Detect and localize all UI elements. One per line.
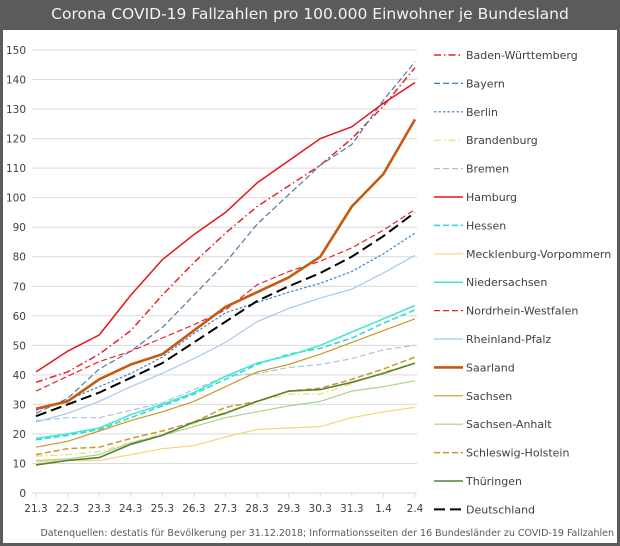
x-tick-label: 29.3 [277, 503, 300, 515]
y-tick-label: 20 [13, 429, 26, 441]
legend-label-schleswig-holstein: Schleswig-Holstein [466, 447, 569, 460]
y-axis: 0 10 20 30 40 50 60 70 80 90 100 110 120 130 140 150 [6, 45, 26, 500]
x-tick-label: 24.3 [119, 503, 142, 515]
x-tick-label: 23.3 [87, 503, 110, 515]
source-note: Datenquellen: destatis für Bevölkerung p… [40, 528, 614, 539]
legend-label-thueringen: Thüringen [465, 475, 522, 488]
series-line-brandenburg [35, 362, 416, 457]
series-line-saarland [35, 118, 417, 411]
y-tick-label: 0 [19, 488, 26, 500]
legend-label-rheinland-pfalz: Rheinland-Pfalz [466, 333, 551, 346]
legend-label-berlin: Berlin [466, 106, 498, 119]
series-line-hamburg [35, 81, 416, 373]
series-line-thueringen [35, 362, 416, 466]
x-tick-label: 27.3 [214, 503, 237, 515]
x-tick-label: 2.4 [407, 503, 424, 515]
legend: Baden-Württemberg Bayern Berlin Brandenburg… [434, 49, 611, 516]
x-tick-label: 30.3 [309, 503, 332, 515]
legend-label-baden-wuerttemberg: Baden-Württemberg [466, 49, 578, 62]
x-tick-label: 25.3 [151, 503, 174, 515]
chart-title: Corona COVID-19 Fallzahlen pro 100.000 E… [51, 5, 569, 23]
series-line-hessen [35, 309, 416, 441]
series-line-nordrhein-westfalen [35, 208, 416, 392]
legend-label-bayern: Bayern [466, 77, 505, 90]
series-line-sachsen-anhalt [35, 380, 416, 462]
y-tick-label: 150 [6, 45, 26, 57]
series-line-bremen [35, 344, 416, 422]
series-line-bayern [35, 61, 416, 414]
gridlines [32, 49, 417, 494]
series-line-mecklenburg-vorpommern [35, 406, 416, 463]
y-tick-label: 100 [6, 193, 26, 205]
legend-label-niedersachsen: Niedersachsen [466, 276, 547, 289]
legend-label-mecklenburg-vorpommern: Mecklenburg-Vorpommern [466, 248, 611, 261]
series-line-deutschland [35, 211, 416, 418]
y-tick-label: 140 [6, 75, 26, 87]
x-axis: 21.3 22.3 23.3 24.3 25.3 26.3 27.3 28.3 29.3 30.3… [24, 493, 424, 515]
legend-label-saarland: Saarland [466, 361, 515, 374]
x-tick-label: 26.3 [182, 503, 205, 515]
x-tick-label: 28.3 [245, 503, 268, 515]
series-line-niedersachsen [35, 304, 416, 440]
y-tick-label: 30 [13, 399, 26, 411]
x-tick-label: 31.3 [340, 503, 363, 515]
legend-label-nordrhein-westfalen: Nordrhein-Westfalen [466, 305, 578, 318]
y-tick-label: 120 [6, 134, 26, 146]
x-tick-label: 1.4 [375, 503, 392, 515]
plot-lines [35, 61, 417, 466]
y-tick-label: 40 [13, 370, 26, 382]
y-tick-label: 110 [6, 163, 26, 175]
y-tick-label: 130 [6, 104, 26, 116]
series-line-rheinland-pfalz [35, 254, 416, 423]
y-tick-label: 50 [13, 340, 26, 352]
y-tick-label: 60 [13, 311, 26, 323]
legend-label-hessen: Hessen [466, 219, 506, 232]
series-line-schleswig-holstein [35, 356, 416, 456]
series-line-berlin [35, 232, 416, 411]
x-tick-label: 21.3 [24, 503, 47, 515]
y-tick-label: 10 [13, 458, 26, 470]
y-tick-label: 70 [13, 281, 26, 293]
series-line-sachsen [35, 318, 416, 448]
y-tick-label: 80 [13, 252, 26, 264]
legend-label-bremen: Bremen [466, 163, 509, 176]
legend-label-sachsen: Sachsen [466, 390, 512, 403]
legend-label-hamburg: Hamburg [466, 191, 517, 204]
legend-label-deutschland: Deutschland [466, 503, 535, 516]
y-tick-label: 90 [13, 222, 26, 234]
legend-label-sachsen-anhalt: Sachsen-Anhalt [466, 418, 552, 431]
series-line-baden-wuerttemberg [35, 67, 416, 384]
x-tick-label: 22.3 [56, 503, 79, 515]
legend-label-brandenburg: Brandenburg [466, 134, 538, 147]
